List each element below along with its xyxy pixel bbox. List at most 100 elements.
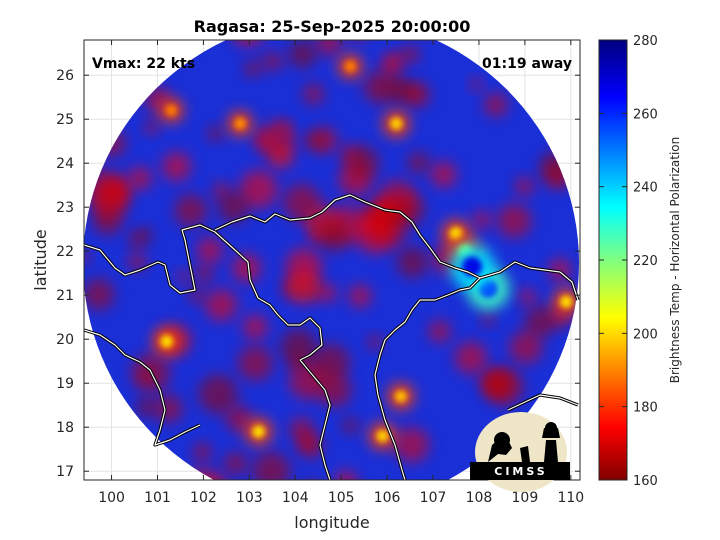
distance-annotation: 01:19 away xyxy=(482,56,572,72)
axes-frame xyxy=(83,39,581,481)
texture-blob xyxy=(224,502,237,515)
colorbar: 160 180 200 220 240 260 280 Brightness Temp - … xyxy=(598,34,682,489)
feature-core xyxy=(449,227,463,240)
texture-blob xyxy=(283,183,321,222)
texture-blob xyxy=(76,489,95,508)
texture-blob xyxy=(509,331,543,364)
y-tick-label: 17 xyxy=(56,464,74,480)
texture-blob xyxy=(128,233,143,248)
y-axis-ticks: 17 18 19 20 21 22 23 24 25 26 xyxy=(56,68,580,480)
texture-blob xyxy=(384,75,412,103)
texture-blob xyxy=(545,7,566,28)
texture-blob xyxy=(381,55,402,77)
texture-blob xyxy=(217,191,250,223)
logo-banner xyxy=(470,462,570,480)
texture-blob xyxy=(252,451,291,480)
texture-blob xyxy=(317,283,337,303)
swath-features xyxy=(152,54,579,450)
feature-core xyxy=(394,390,407,403)
y-axis-label: latitude xyxy=(31,229,50,290)
texture-blob xyxy=(263,52,282,71)
cimss-logo: CIMSS xyxy=(470,412,570,492)
texture-blob xyxy=(393,427,430,463)
texture-blob xyxy=(299,434,315,450)
texture-blob xyxy=(481,312,495,326)
x-tick-label: 102 xyxy=(190,490,217,506)
texture-blob xyxy=(519,288,536,305)
y-tick-label: 24 xyxy=(56,156,74,172)
texture-blob xyxy=(312,343,350,382)
colorbar-tick-label: 200 xyxy=(633,327,658,342)
texture-blob xyxy=(430,161,457,188)
texture-blob xyxy=(257,120,296,159)
texture-blob xyxy=(483,92,508,117)
y-tick-label: 23 xyxy=(56,200,74,216)
texture-blob xyxy=(345,145,379,179)
texture-blob xyxy=(371,211,408,248)
texture-blob xyxy=(497,203,532,238)
texture-blob xyxy=(286,270,321,305)
x-tick-label: 103 xyxy=(236,490,263,506)
texture-blob xyxy=(316,40,342,56)
texture-blob xyxy=(454,341,488,375)
texture-blob xyxy=(308,225,325,242)
feature-core xyxy=(165,104,177,116)
texture-blob xyxy=(198,374,238,414)
feature-core xyxy=(160,335,173,348)
x-tick-label: 106 xyxy=(374,490,401,506)
texture-blob xyxy=(196,237,223,264)
x-tick-label: 100 xyxy=(98,490,125,506)
texture-blob xyxy=(205,289,237,321)
texture-blob xyxy=(524,305,557,338)
texture-blob xyxy=(136,397,156,417)
logo-text: CIMSS xyxy=(494,465,547,478)
colorbar-tick-label: 220 xyxy=(633,254,658,269)
chart-title: Ragasa: 25-Sep-2025 20:00:00 xyxy=(194,17,471,36)
x-tick-label: 108 xyxy=(466,490,493,506)
texture-blob xyxy=(237,345,273,381)
feature-core xyxy=(390,117,403,130)
texture-blob xyxy=(428,320,451,343)
texture-blob xyxy=(254,131,272,149)
colorbar-tick-label: 260 xyxy=(633,107,658,122)
texture-blob xyxy=(348,284,372,308)
x-tick-label: 104 xyxy=(282,490,309,506)
colorbar-tick-label: 240 xyxy=(633,181,658,196)
texture-blob xyxy=(342,417,359,434)
tower-top-icon xyxy=(545,422,557,434)
texture-blob xyxy=(174,194,208,227)
y-tick-label: 25 xyxy=(56,112,74,128)
dish-head-icon xyxy=(494,432,510,448)
x-axis-label: longitude xyxy=(294,513,369,532)
texture-blob xyxy=(303,83,324,105)
texture-blob xyxy=(223,452,248,476)
texture-blob xyxy=(195,264,214,283)
feature-core xyxy=(559,295,573,309)
texture-blob xyxy=(176,270,190,283)
vmax-annotation: Vmax: 22 kts xyxy=(92,56,195,72)
texture-blob xyxy=(470,78,483,91)
texture-blob xyxy=(144,119,159,135)
texture-blob xyxy=(239,170,278,209)
texture-blob xyxy=(225,405,253,433)
colorbar-label: Brightness Temp - Horizontal Polarizatio… xyxy=(668,137,682,384)
y-tick-label: 22 xyxy=(56,244,74,260)
y-tick-label: 18 xyxy=(56,420,74,436)
texture-blob xyxy=(316,219,350,252)
texture-blob xyxy=(132,40,169,42)
coastlines-inner xyxy=(84,194,579,480)
texture-blob xyxy=(367,334,383,350)
x-tick-label: 110 xyxy=(557,490,584,506)
x-tick-label: 107 xyxy=(420,490,447,506)
x-tick-label: 105 xyxy=(328,490,355,506)
texture-blob xyxy=(407,151,430,174)
y-tick-label: 19 xyxy=(56,376,74,392)
texture-blob xyxy=(473,210,492,229)
texture-blob xyxy=(193,442,212,462)
texture-blob xyxy=(207,125,223,142)
feature-core xyxy=(344,60,356,72)
colorbar-tick-label: 280 xyxy=(633,34,658,49)
texture-blob xyxy=(128,166,152,191)
y-tick-label: 21 xyxy=(56,288,74,304)
